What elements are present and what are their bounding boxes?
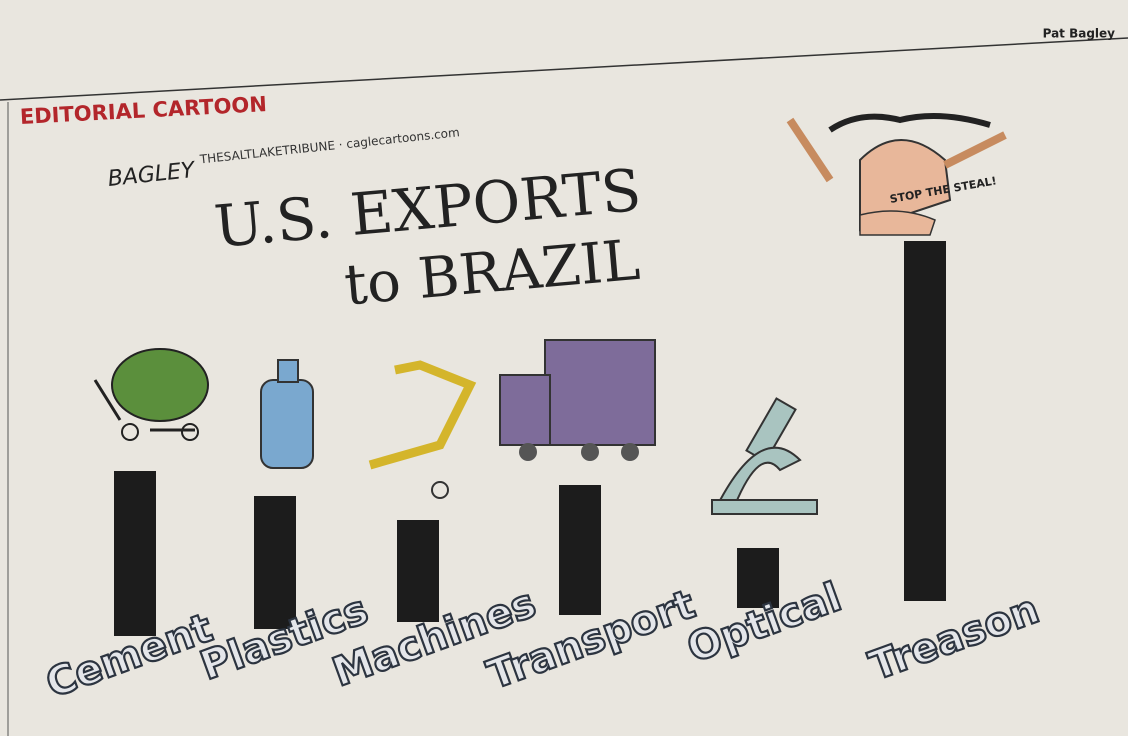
bar bbox=[559, 485, 601, 615]
viking-rioter bbox=[786, 113, 1007, 236]
bar bbox=[254, 496, 296, 629]
bar bbox=[737, 548, 779, 608]
byline: Pat Bagley bbox=[1043, 27, 1116, 41]
water-bottle bbox=[260, 359, 314, 469]
microscope bbox=[711, 397, 818, 515]
cement-mixer bbox=[93, 348, 209, 441]
bar bbox=[904, 241, 946, 601]
bar bbox=[397, 520, 439, 622]
rule-line bbox=[0, 37, 1128, 101]
bar bbox=[114, 471, 156, 636]
truck bbox=[499, 339, 656, 461]
robot-arm bbox=[368, 360, 477, 499]
